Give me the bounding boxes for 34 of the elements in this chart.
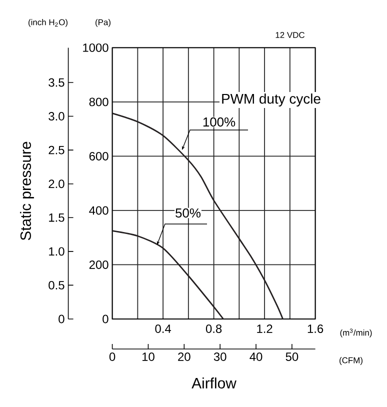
- y2-tick-label: 1.5: [49, 213, 64, 222]
- text: 50%: [176, 208, 201, 218]
- x2-tick-label: 10: [142, 352, 154, 361]
- x2-tick-label: 50: [286, 352, 298, 361]
- y-tick-label: 200: [89, 260, 108, 269]
- text: (CFM): [340, 357, 362, 365]
- x-tick-label: 1.2: [257, 324, 272, 333]
- y-tick-label: 0: [102, 314, 108, 324]
- text: (m$^{3}$/min): [340, 328, 372, 338]
- legend-title: PWM duty cycle: [222, 93, 320, 106]
- x2-tick-label: 30: [214, 352, 226, 361]
- x-tick-label: 0.8: [206, 324, 222, 333]
- x-tick-label: 1.6: [308, 324, 324, 333]
- y2-tick-label: 0.5: [48, 280, 64, 290]
- y-tick-label: 600: [89, 152, 108, 160]
- y2-tick-label: 3.5: [48, 78, 64, 87]
- text: 100%: [203, 117, 236, 127]
- y2-tick-label: 1.0: [49, 247, 64, 256]
- y-tick-label: 400: [89, 206, 108, 215]
- y-tick-label: 800: [89, 98, 108, 106]
- y2-axis-title: Static pressure: [20, 142, 34, 240]
- text: 12 VDC: [276, 32, 304, 38]
- y2-tick-label: 2.5: [48, 146, 64, 154]
- text: (inch H$_{2}$O): [28, 19, 68, 27]
- y2-tick-label: 2.0: [48, 180, 64, 188]
- x2-tick-label: 0: [109, 352, 116, 361]
- y-tick-label: 1000: [83, 43, 108, 52]
- text: (Pa): [96, 19, 110, 27]
- y2-tick-label: 0: [58, 314, 64, 324]
- x-axis-title: Airflow: [192, 378, 236, 388]
- y2-tick-label: 3.0: [48, 112, 64, 121]
- x2-tick-label: 20: [178, 352, 190, 361]
- x2-tick-label: 40: [250, 352, 262, 361]
- x-tick-label: 0.4: [155, 324, 172, 333]
